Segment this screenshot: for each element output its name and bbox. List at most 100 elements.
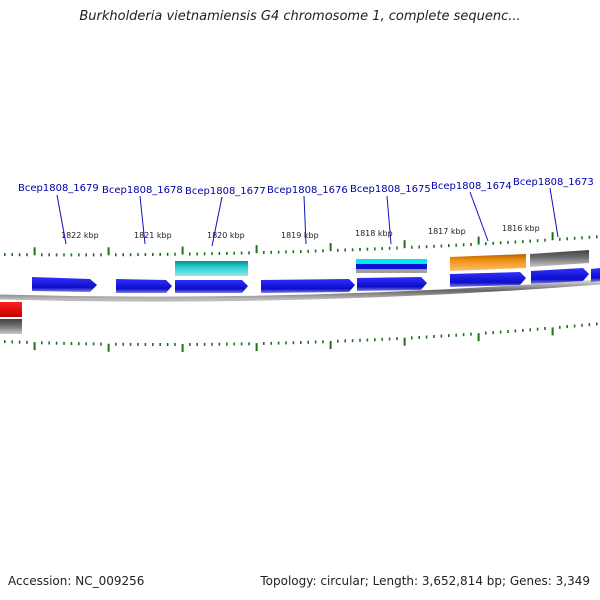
feature-cyan-block[interactable] — [175, 261, 248, 276]
accession-label: Accession: — [8, 574, 72, 588]
minor-tick — [55, 253, 58, 257]
minor-tick — [70, 253, 73, 257]
label-leader-line — [549, 187, 559, 238]
feature-dark-grey-block[interactable] — [0, 319, 22, 334]
minor-tick — [78, 342, 80, 346]
minor-tick — [18, 253, 21, 257]
feature-blue-bar[interactable] — [356, 264, 427, 269]
major-tick — [33, 247, 36, 256]
minor-tick — [314, 249, 317, 253]
minor-tick — [196, 342, 198, 346]
major-tick — [329, 341, 332, 349]
minor-tick — [507, 330, 509, 333]
gene-label-1673[interactable]: Bcep1808_1673 — [513, 177, 594, 188]
minor-tick — [529, 239, 531, 243]
feature-grey-bar[interactable] — [356, 269, 427, 273]
gene-label-1678[interactable]: Bcep1808_1678 — [102, 185, 183, 196]
feature-bright-cyan-bar[interactable] — [356, 259, 427, 264]
minor-tick — [55, 341, 58, 345]
minor-tick — [388, 337, 391, 341]
minor-tick — [270, 341, 272, 345]
gene-label-1676[interactable]: Bcep1808_1676 — [267, 185, 348, 196]
gene-arrow-1674[interactable] — [450, 272, 526, 287]
minor-tick — [92, 253, 95, 257]
gene-arrow-1675[interactable] — [357, 277, 427, 291]
minor-tick — [122, 342, 124, 346]
minor-tick — [514, 240, 517, 244]
gene-arrow-1677[interactable] — [175, 280, 248, 293]
minor-tick — [174, 252, 176, 256]
minor-tick — [203, 342, 206, 346]
minor-tick — [159, 252, 161, 256]
minor-tick — [48, 341, 50, 345]
minor-tick — [115, 342, 117, 346]
minor-tick — [122, 253, 124, 257]
minor-tick — [11, 340, 13, 344]
label-leader-line — [56, 194, 67, 245]
minor-tick — [78, 253, 80, 257]
minor-tick — [485, 242, 487, 246]
minor-tick — [559, 237, 561, 241]
minor-tick — [129, 342, 132, 346]
minor-tick — [115, 253, 117, 257]
minor-tick — [596, 322, 598, 326]
minor-tick — [307, 249, 309, 253]
minor-tick — [70, 342, 73, 345]
gene-label-1674[interactable]: Bcep1808_1674 — [431, 181, 512, 192]
gene-arrow-next[interactable] — [591, 268, 600, 282]
minor-tick — [240, 342, 243, 346]
gene-label-1679[interactable]: Bcep1808_1679 — [18, 183, 99, 194]
minor-tick — [351, 339, 354, 343]
gene-arrow-1673[interactable] — [531, 268, 589, 284]
gene-arrow-1679[interactable] — [32, 277, 97, 292]
minor-tick — [411, 336, 413, 340]
feature-red-block[interactable] — [0, 302, 22, 317]
gene-label-1677[interactable]: Bcep1808_1677 — [185, 186, 266, 197]
minor-tick — [226, 342, 228, 346]
minor-tick — [522, 328, 524, 332]
gene-label-1675[interactable]: Bcep1808_1675 — [350, 184, 431, 195]
tick-label: 1817 kbp — [428, 227, 466, 236]
left-features — [0, 302, 22, 334]
major-tick — [255, 245, 258, 254]
minor-tick — [211, 342, 213, 346]
minor-tick — [159, 343, 161, 346]
minor-tick — [433, 244, 435, 248]
major-tick — [181, 344, 184, 352]
outer-row-features — [175, 250, 589, 276]
minor-tick — [529, 328, 531, 332]
minor-tick — [433, 335, 435, 338]
major-tick — [551, 232, 554, 241]
minor-tick — [26, 253, 28, 257]
feature-orange-block[interactable] — [450, 254, 526, 271]
minor-tick — [300, 341, 302, 344]
chromosome-backbone — [0, 279, 600, 302]
minor-tick — [596, 235, 598, 239]
minor-tick — [411, 245, 413, 249]
minor-tick — [492, 331, 494, 335]
gene-labels: Bcep1808_1679 Bcep1808_1678 Bcep1808_167… — [18, 177, 594, 247]
minor-tick — [174, 343, 176, 346]
feature-grey-block[interactable] — [530, 250, 589, 267]
minor-tick — [581, 323, 583, 327]
minor-tick — [366, 338, 369, 342]
minor-tick — [566, 325, 568, 329]
minor-tick — [218, 342, 221, 346]
minor-tick — [337, 248, 339, 252]
minor-tick — [544, 327, 546, 330]
major-tick — [255, 343, 258, 352]
label-leader-line — [386, 195, 392, 245]
minor-tick — [388, 246, 391, 250]
minor-tick — [588, 235, 591, 239]
scale-labels: 1822 kbp 1821 kbp 1820 kbp 1819 kbp 1818… — [61, 224, 540, 240]
major-tick — [181, 246, 184, 255]
minor-tick — [448, 334, 450, 338]
minor-tick — [514, 329, 517, 333]
minor-tick — [448, 244, 450, 248]
minor-tick — [485, 331, 487, 335]
label-leader-line — [139, 195, 146, 245]
gene-arrow-1676[interactable] — [261, 279, 355, 293]
gene-arrow-1678[interactable] — [116, 279, 172, 293]
minor-tick — [277, 250, 280, 254]
